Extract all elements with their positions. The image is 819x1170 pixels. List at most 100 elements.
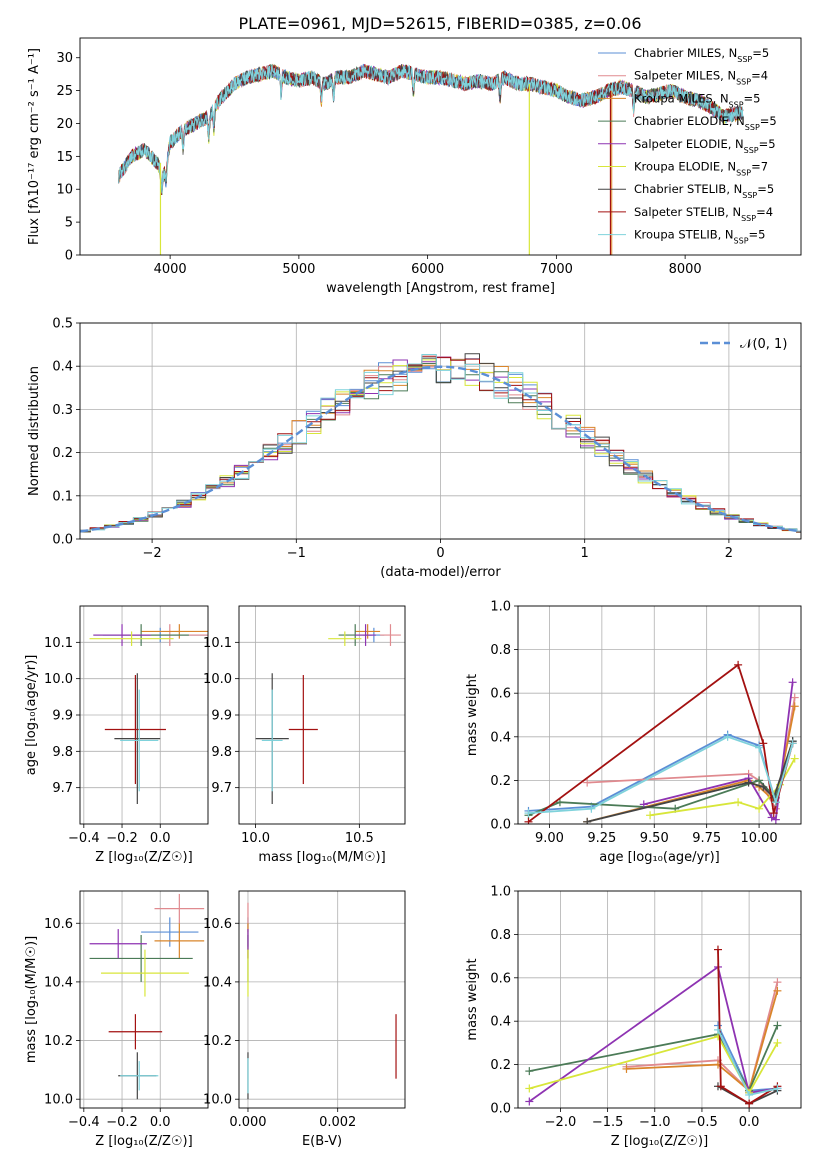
errorbar-point (328, 631, 362, 646)
mass-vs-ebv-panel: 0.000 0.002 10.0 10.2 10.4 10.6 E(B-V) (203, 890, 406, 1149)
legend-label: Salpeter ELODIE, NSSP=5 (634, 137, 776, 155)
weight-marker (773, 978, 782, 987)
legend-label-tail: =5 (759, 137, 776, 151)
weight-marker (759, 739, 768, 748)
x-tick-label: −1.0 (639, 1115, 671, 1130)
legend-label: Salpeter MILES, NSSP=4 (634, 69, 768, 87)
spectrum-series-line (118, 64, 744, 195)
legend-label-sub: SSP (729, 100, 744, 109)
x-tick-label: −2 (143, 546, 162, 561)
weight-marker (524, 817, 533, 824)
legend-label-main: Salpeter MILES, N (634, 69, 736, 83)
x-tick-label: −0.4 (68, 831, 100, 846)
legend-label: 𝒩(0, 1) (740, 337, 787, 352)
weight-marker (587, 804, 596, 813)
y-axis-label: mass weight (465, 674, 480, 756)
x-axis-label: age [log₁₀(age/yr)] (599, 850, 720, 865)
weight-marker (788, 739, 797, 748)
legend-label-sub: SSP (742, 191, 757, 200)
x-tick-label: 7000 (540, 262, 573, 277)
weight-marker (771, 798, 780, 807)
plot-area (524, 660, 799, 824)
legend-label-tail: =5 (752, 46, 769, 60)
y-tick-label: 10 (56, 183, 73, 198)
weight-marker (713, 1025, 722, 1034)
legend-label-sub: SSP (741, 213, 756, 222)
weight-marker (525, 1084, 534, 1093)
y-tick-label: 0.6 (490, 687, 511, 702)
y-tick-label: 15 (56, 150, 73, 165)
weight-series-line (529, 1035, 779, 1095)
x-tick-label: 6000 (411, 262, 444, 277)
weight-marker (755, 776, 764, 785)
grid (239, 891, 405, 1108)
weight-marker (755, 743, 764, 752)
x-tick-label: 0 (436, 546, 444, 561)
y-tick-label: 0.8 (490, 643, 511, 658)
x-tick-label: 9.25 (587, 831, 616, 846)
weight-marker (771, 815, 780, 824)
axes-frame: −0.4 −0.2 0.0 10.0 10.2 10.4 10.6 Z [log₁₀(Z/Z☉… (24, 890, 209, 1149)
y-tick-label: 0.3 (52, 403, 73, 418)
legend-label: Chabrier STELIB, NSSP=5 (634, 182, 774, 200)
legend-label-main: Kroupa STELIB, N (634, 228, 734, 242)
weight-series-line (626, 981, 779, 1093)
y-tick-label: 0.1 (52, 489, 73, 504)
y-tick-label: 0.4 (490, 1015, 511, 1030)
legend-label: Chabrier MILES, NSSP=5 (634, 46, 769, 64)
x-tick-label: 4000 (154, 262, 187, 277)
weight-marker (773, 1021, 782, 1030)
errorbar-point (141, 917, 199, 947)
y-tick-label: 0.2 (490, 1058, 511, 1073)
weight-marker (790, 693, 799, 702)
legend-label: Kroupa STELIB, NSSP=5 (634, 228, 765, 246)
y-tick-label: 9.8 (52, 745, 73, 760)
weight-marker (734, 798, 743, 807)
x-tick-label: 9.75 (692, 831, 721, 846)
weight-marker (622, 1064, 631, 1073)
legend-label: Kroupa MILES, NSSP=5 (634, 91, 760, 109)
y-tick-label: 9.9 (211, 709, 232, 724)
legend-label-sub: SSP (744, 145, 759, 154)
axes-box (238, 605, 406, 825)
y-axis-label: Flux [fλ10⁻¹⁷ erg cm⁻² s⁻¹ A⁻¹] (27, 48, 42, 245)
x-tick-label: 0.0 (150, 831, 171, 846)
legend-label-tail: =5 (749, 228, 766, 242)
weight-marker (639, 800, 648, 809)
plot-area (89, 624, 208, 805)
errorbar-point (355, 624, 376, 646)
residual-histogram-panel: −2 −1 0 1 2 0.0 0.1 0.2 0.3 0.4 0.5 (data-model)/er… (27, 317, 802, 580)
legend-label-sub: SSP (734, 236, 749, 245)
legend-label-sub: SSP (736, 168, 751, 177)
weight-vs-age-panel: 9.00 9.25 9.50 9.75 10.00 0.0 0.2 0.4 0.6 0.8 1.0 a… (465, 600, 802, 865)
errorbar-point (89, 631, 174, 646)
y-tick-label: 0.6 (490, 971, 511, 986)
axes-frame: −2.0 −1.5 −1.0 −0.5 0.0 0.0 0.2 0.4 0.6 0.8 1.0 Z [… (465, 885, 802, 1149)
weight-marker (788, 678, 797, 687)
axes-box (79, 890, 209, 1109)
x-tick-label: 0.000 (229, 1115, 266, 1130)
x-tick-label: −0.2 (106, 1115, 138, 1130)
x-tick-label: −0.5 (686, 1115, 718, 1130)
legend-label-main: Salpeter STELIB, N (634, 205, 741, 219)
age-vs-mass-panel: 10.0 10.5 9.7 9.8 9.9 10.0 10.1 mass [log₁₀(M/M… (203, 605, 406, 865)
x-tick-label: 0.0 (739, 1115, 760, 1130)
legend-label-main: Chabrier MILES, N (634, 46, 737, 60)
grid (239, 606, 405, 824)
legend-label-main: Kroupa ELODIE, N (634, 160, 736, 174)
y-tick-label: 0.0 (490, 1102, 511, 1117)
weight-vs-metallicity-panel: −2.0 −1.5 −1.0 −0.5 0.0 0.0 0.2 0.4 0.6 0.8 1.0 Z [… (465, 885, 802, 1149)
weight-marker (723, 732, 732, 741)
x-tick-label: −0.2 (106, 831, 138, 846)
legend-label-main: Salpeter ELODIE, N (634, 137, 744, 151)
x-tick-label: 8000 (669, 262, 702, 277)
weight-marker (734, 660, 743, 669)
axes-box (517, 890, 802, 1109)
axes-box (79, 322, 802, 540)
plot-area (255, 624, 401, 805)
errorbar-point (288, 675, 318, 785)
weight-marker (773, 1084, 782, 1093)
y-tick-label: 0.8 (490, 928, 511, 943)
x-tick-label: 0.002 (319, 1115, 356, 1130)
